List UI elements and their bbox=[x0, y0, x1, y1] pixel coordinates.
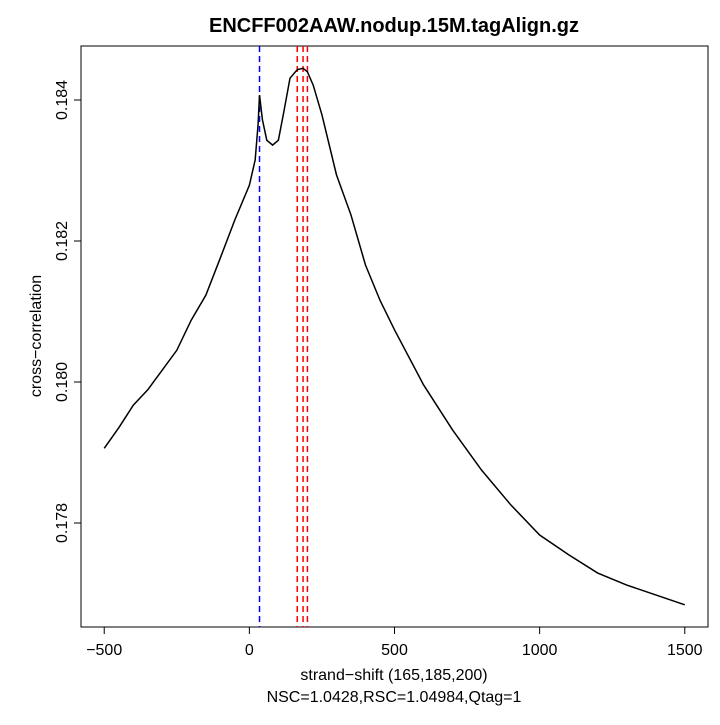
x-tick-label: 500 bbox=[381, 642, 408, 659]
y-tick-label: 0.178 bbox=[54, 503, 71, 543]
y-tick-label: 0.182 bbox=[54, 221, 71, 261]
x-tick-label: 1000 bbox=[522, 642, 558, 659]
x-tick-label: 0 bbox=[245, 642, 254, 659]
data-line bbox=[103, 67, 686, 606]
x-tick-label: −500 bbox=[86, 642, 122, 659]
plot-frame bbox=[80, 45, 709, 628]
x-axis-label: strand−shift (165,185,200) bbox=[300, 667, 487, 684]
y-axis-label: cross−correlation bbox=[28, 275, 45, 397]
subtitle: NSC=1.0428,RSC=1.04984,Qtag=1 bbox=[267, 689, 522, 706]
y-tick-label: 0.184 bbox=[54, 80, 71, 120]
chart-title: ENCFF002AAW.nodup.15M.tagAlign.gz bbox=[209, 15, 579, 37]
y-tick-label: 0.180 bbox=[54, 362, 71, 402]
x-tick-label: 1500 bbox=[667, 642, 703, 659]
